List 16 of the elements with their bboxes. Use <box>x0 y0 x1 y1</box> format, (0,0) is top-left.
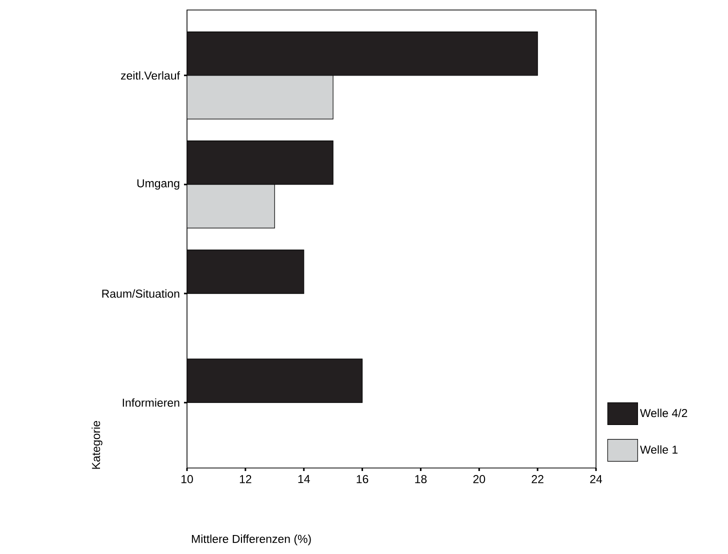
x-tick-label: 16 <box>356 475 368 484</box>
legend-label: Welle 1 <box>640 445 678 454</box>
y-tick-label: Umgang <box>137 179 180 190</box>
x-tick-label: 24 <box>590 475 602 484</box>
y-tick-label: zeitl.Verlauf <box>120 71 180 80</box>
y-tick-label: Informieren <box>122 398 180 407</box>
x-tick-label: 10 <box>181 475 193 484</box>
x-tick-label: 22 <box>532 475 544 484</box>
y-tick-label: Raum/Situation <box>102 289 180 298</box>
x-tick-label: 14 <box>298 475 310 483</box>
x-tick-label: 12 <box>240 475 252 484</box>
x-tick-label: 18 <box>415 475 427 484</box>
legend-label: Welle 4/2 <box>640 408 688 418</box>
x-tick-label: 20 <box>473 475 486 484</box>
x-axis-title: Mittlere Differenzen (%) <box>192 534 311 546</box>
y-axis-title: Kategorie <box>92 421 102 469</box>
